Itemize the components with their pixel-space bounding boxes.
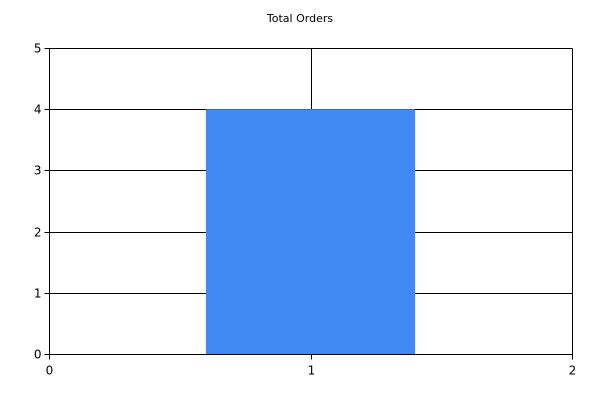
y-tick-label-4: 4 [34,103,42,117]
x-tick-label-1: 1 [308,364,316,378]
bars [205,109,416,354]
y-tick-label-1: 1 [34,287,42,301]
y-tick-label-5: 5 [34,42,42,56]
x-tick-label-0: 0 [46,364,54,378]
x-tick-label-2: 2 [569,364,577,378]
axes [49,48,573,355]
x-axis-ticks: 0 1 2 [46,354,577,378]
y-axis-ticks: 0 1 2 3 4 5 [34,42,50,362]
bar-1 [205,109,416,354]
y-tick-label-3: 3 [34,164,42,178]
chart-title: Total Orders [266,12,333,25]
y-tick-label-0: 0 [34,348,42,362]
y-tick-label-2: 2 [34,226,42,240]
